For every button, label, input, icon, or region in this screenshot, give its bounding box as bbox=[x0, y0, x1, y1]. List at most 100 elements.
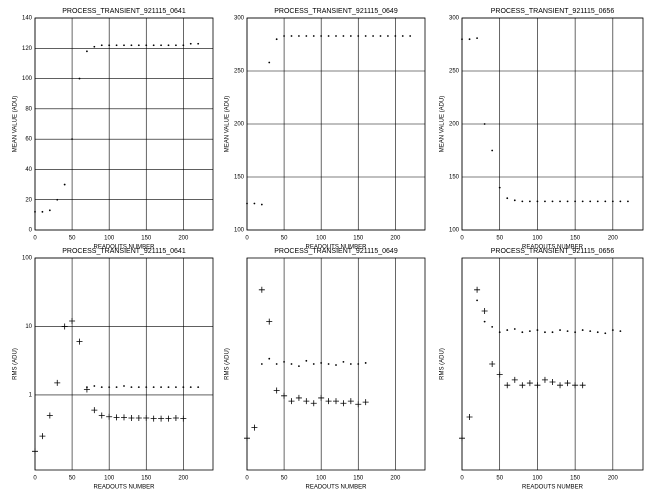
plot-frame bbox=[246, 257, 426, 471]
dot-marker bbox=[483, 320, 486, 323]
x-tick-label: 200 bbox=[390, 236, 401, 242]
dot-marker bbox=[513, 199, 516, 202]
dot-marker bbox=[409, 35, 412, 37]
y-axis-label: MEAN VALUE (ADU) bbox=[440, 96, 446, 153]
plus-marker bbox=[143, 414, 150, 421]
plus-marker bbox=[244, 435, 250, 442]
plot-frame bbox=[461, 257, 644, 471]
dot-marker bbox=[611, 329, 614, 331]
y-tick-label: 100 bbox=[449, 228, 460, 234]
plot-frame bbox=[34, 17, 214, 231]
dot-marker bbox=[506, 329, 509, 331]
dot-marker bbox=[335, 35, 337, 37]
dot-marker bbox=[536, 200, 539, 203]
plus-marker bbox=[288, 398, 295, 405]
dot-marker bbox=[41, 210, 44, 213]
dot-marker bbox=[327, 35, 330, 37]
plot-frame bbox=[34, 257, 214, 471]
y-tick-label: 200 bbox=[234, 122, 245, 128]
plus-marker bbox=[91, 407, 98, 414]
dot-marker bbox=[379, 35, 382, 37]
x-tick-label: 50 bbox=[281, 236, 288, 242]
x-tick-label: 0 bbox=[245, 236, 249, 242]
dot-marker bbox=[364, 362, 367, 364]
x-tick-label: 100 bbox=[316, 236, 327, 242]
dot-marker bbox=[167, 44, 170, 47]
plus-marker bbox=[106, 413, 113, 420]
dot-marker bbox=[275, 38, 278, 41]
dot-marker bbox=[544, 200, 546, 203]
dot-marker bbox=[349, 35, 352, 37]
y-tick-label: 200 bbox=[449, 122, 460, 128]
dot-marker bbox=[491, 149, 494, 152]
dot-marker bbox=[551, 200, 554, 203]
x-tick-label: 200 bbox=[390, 476, 401, 482]
plus-marker bbox=[557, 382, 564, 389]
plus-marker bbox=[54, 379, 61, 386]
dot-marker bbox=[48, 209, 51, 212]
dot-marker bbox=[283, 360, 285, 363]
plus-marker bbox=[281, 392, 288, 399]
plus-marker bbox=[579, 382, 586, 389]
dot-marker bbox=[581, 200, 584, 203]
plus-marker bbox=[98, 412, 105, 419]
x-tick-label: 0 bbox=[460, 476, 464, 482]
chart-title: PROCESS_TRANSIENT_921115_0656 bbox=[491, 8, 615, 15]
x-tick-label: 50 bbox=[496, 476, 503, 482]
plus-marker bbox=[481, 308, 488, 314]
x-tick-label: 100 bbox=[104, 236, 115, 242]
x-tick-label: 150 bbox=[141, 476, 152, 482]
dot-marker bbox=[521, 331, 524, 334]
plus-marker bbox=[572, 382, 579, 389]
plus-marker bbox=[511, 376, 518, 383]
dot-marker bbox=[130, 44, 133, 47]
dot-marker bbox=[521, 200, 524, 203]
x-tick-label: 100 bbox=[532, 236, 543, 242]
x-axis-label: READOUTS NUMBER bbox=[93, 485, 155, 491]
dot-marker bbox=[108, 44, 111, 47]
dot-marker bbox=[627, 200, 629, 203]
dot-marker bbox=[574, 331, 577, 334]
plus-marker bbox=[318, 394, 325, 401]
dot-marker bbox=[167, 386, 170, 389]
dot-marker bbox=[189, 42, 192, 45]
y-tick-label: 150 bbox=[234, 175, 245, 181]
dot-marker bbox=[357, 363, 360, 365]
dot-marker bbox=[574, 200, 577, 203]
dot-marker bbox=[619, 330, 622, 333]
dot-marker bbox=[320, 35, 323, 37]
dot-marker bbox=[528, 330, 531, 333]
dot-marker bbox=[145, 386, 148, 389]
plus-marker bbox=[251, 424, 258, 431]
dot-marker bbox=[175, 386, 177, 389]
dot-marker bbox=[536, 329, 539, 331]
dot-marker bbox=[589, 200, 592, 203]
plus-marker bbox=[362, 399, 369, 406]
y-tick-label: 150 bbox=[449, 175, 460, 181]
dot-marker bbox=[182, 44, 185, 47]
y-axis-label: RMS (ADU) bbox=[225, 348, 231, 380]
x-tick-label: 150 bbox=[570, 236, 581, 242]
plus-marker bbox=[121, 414, 127, 421]
plus-marker bbox=[135, 414, 142, 421]
chart-title: PROCESS_TRANSIENT_921115_0649 bbox=[274, 8, 398, 15]
dot-marker bbox=[100, 386, 103, 389]
x-tick-label: 100 bbox=[532, 476, 543, 482]
x-tick-label: 50 bbox=[69, 236, 76, 242]
dot-marker bbox=[160, 386, 162, 389]
plus-marker bbox=[150, 415, 157, 422]
dot-marker bbox=[189, 386, 192, 389]
dot-marker bbox=[182, 386, 185, 389]
dot-marker bbox=[357, 35, 360, 37]
x-tick-label: 50 bbox=[496, 236, 503, 242]
y-tick-label: 300 bbox=[234, 16, 245, 22]
dot-marker bbox=[100, 44, 103, 47]
plus-marker bbox=[340, 400, 347, 407]
dot-marker bbox=[268, 357, 271, 360]
dot-marker bbox=[335, 364, 337, 366]
dot-marker bbox=[528, 200, 531, 203]
dot-marker bbox=[137, 44, 140, 47]
dot-marker bbox=[305, 359, 308, 362]
plus-marker bbox=[347, 398, 354, 405]
plus-marker bbox=[549, 379, 556, 386]
